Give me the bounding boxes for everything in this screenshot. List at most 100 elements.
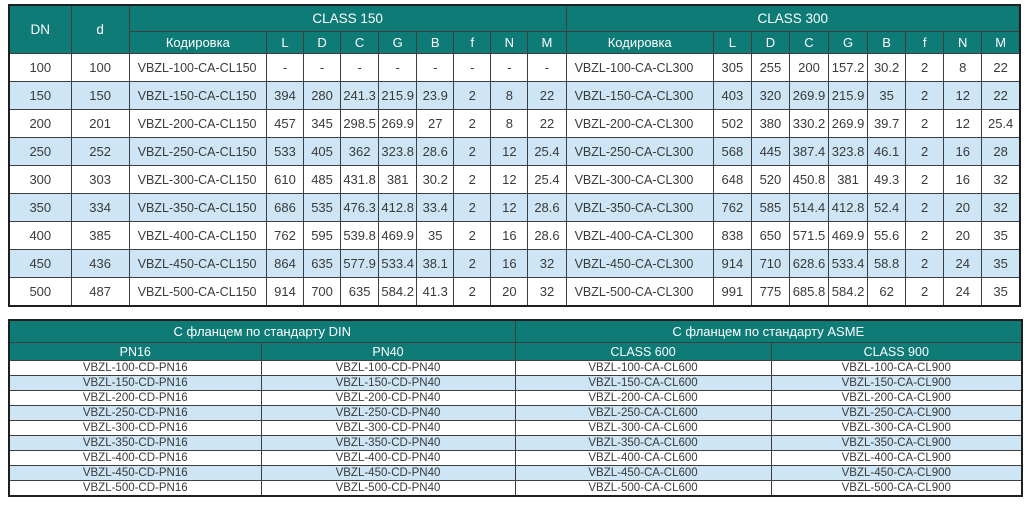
value-cell: 300 bbox=[8, 165, 72, 194]
value-cell: 2 bbox=[905, 137, 945, 166]
value-cell: - bbox=[490, 53, 529, 82]
value-cell: 33.4 bbox=[416, 193, 455, 222]
value-cell: 35 bbox=[981, 277, 1021, 307]
code-cell: VBZL-100-CA-CL300 bbox=[565, 53, 714, 82]
sub-header-code: Кодировка bbox=[128, 31, 267, 54]
value-cell: 62 bbox=[867, 277, 907, 307]
value-cell: 686 bbox=[265, 193, 305, 222]
value-cell: 150 bbox=[70, 81, 130, 110]
value-cell: 387.4 bbox=[788, 137, 830, 166]
flange-code-cell: VBZL-150-CD-PN40 bbox=[260, 375, 516, 391]
value-cell: 30.2 bbox=[867, 53, 907, 82]
value-cell: 520 bbox=[750, 165, 790, 194]
value-cell: 485 bbox=[303, 165, 342, 194]
code-cell: VBZL-250-CA-CL300 bbox=[565, 137, 714, 166]
code-cell: VBZL-250-CA-CL150 bbox=[128, 137, 267, 166]
value-cell: 431.8 bbox=[340, 165, 380, 194]
value-cell: 400 bbox=[8, 221, 72, 250]
value-cell: 2 bbox=[453, 109, 492, 138]
value-cell: 710 bbox=[750, 249, 790, 278]
sub-header-dim: D bbox=[750, 31, 790, 54]
value-cell: 28.6 bbox=[527, 221, 567, 250]
value-cell: 345 bbox=[303, 109, 342, 138]
value-cell: 241.3 bbox=[340, 81, 380, 110]
code-cell: VBZL-350-CA-CL300 bbox=[565, 193, 714, 222]
value-cell: 436 bbox=[70, 249, 130, 278]
value-cell: 362 bbox=[340, 137, 380, 166]
value-cell: 269.9 bbox=[378, 109, 418, 138]
code-cell: VBZL-150-CA-CL300 bbox=[565, 81, 714, 110]
value-cell: 23.9 bbox=[416, 81, 455, 110]
value-cell: 52.4 bbox=[867, 193, 907, 222]
value-cell: 58.8 bbox=[867, 249, 907, 278]
code-cell: VBZL-150-CA-CL150 bbox=[128, 81, 267, 110]
value-cell: - bbox=[416, 53, 455, 82]
flange-code-cell: VBZL-450-CA-CL600 bbox=[514, 465, 772, 481]
value-cell: 16 bbox=[490, 249, 529, 278]
value-cell: 200 bbox=[788, 53, 830, 82]
flange-table-body: VBZL-100-CD-PN16 VBZL-100-CD-PN40 VBZL-100… bbox=[8, 360, 1023, 497]
dim-group-header-row: DN d CLASS 150 CLASS 300 bbox=[8, 4, 1021, 54]
value-cell: 280 bbox=[303, 81, 342, 110]
value-cell: 2 bbox=[453, 193, 492, 222]
value-cell: 200 bbox=[8, 109, 72, 138]
value-cell: 2 bbox=[905, 81, 945, 110]
value-cell: 8 bbox=[490, 81, 529, 110]
col-header-dn: DN bbox=[8, 4, 72, 54]
code-cell: VBZL-450-CA-CL300 bbox=[565, 249, 714, 278]
value-cell: 22 bbox=[981, 81, 1021, 110]
value-cell: 16 bbox=[943, 137, 983, 166]
value-cell: 215.9 bbox=[828, 81, 869, 110]
flange-code-cell: VBZL-250-CA-CL900 bbox=[770, 405, 1023, 421]
code-cell: VBZL-100-CA-CL150 bbox=[128, 53, 267, 82]
group-header-din: С фланцем по стандарту DIN bbox=[8, 319, 516, 343]
flange-code-cell: VBZL-450-CD-PN16 bbox=[8, 465, 262, 481]
value-cell: 12 bbox=[943, 109, 983, 138]
sub-header-dim: C bbox=[788, 31, 830, 54]
value-cell: 648 bbox=[712, 165, 752, 194]
value-cell: - bbox=[378, 53, 418, 82]
value-cell: 298.5 bbox=[340, 109, 380, 138]
value-cell: 49.3 bbox=[867, 165, 907, 194]
flange-code-cell: VBZL-400-CA-CL900 bbox=[770, 450, 1023, 466]
value-cell: 700 bbox=[303, 277, 342, 307]
code-cell: VBZL-300-CA-CL300 bbox=[565, 165, 714, 194]
value-cell: 2 bbox=[453, 137, 492, 166]
value-cell: 539.8 bbox=[340, 221, 380, 250]
value-cell: 762 bbox=[712, 193, 752, 222]
value-cell: 385 bbox=[70, 221, 130, 250]
flange-code-cell: VBZL-250-CD-PN16 bbox=[8, 405, 262, 421]
value-cell: 584.2 bbox=[828, 277, 869, 307]
value-cell: 762 bbox=[265, 221, 305, 250]
flange-code-cell: VBZL-350-CA-CL600 bbox=[514, 435, 772, 451]
value-cell: 269.9 bbox=[828, 109, 869, 138]
flange-code-cell: VBZL-150-CA-CL600 bbox=[514, 375, 772, 391]
flange-table-row: VBZL-350-CD-PN16 VBZL-350-CD-PN40 VBZL-350… bbox=[8, 435, 1023, 451]
value-cell: 584.2 bbox=[378, 277, 418, 307]
dim-table-row: 350 334 VBZL-350-CA-CL150 686 535 476.3 412.8 3… bbox=[8, 193, 1021, 222]
value-cell: 610 bbox=[265, 165, 305, 194]
value-cell: 41.3 bbox=[416, 277, 455, 307]
value-cell: 533.4 bbox=[828, 249, 869, 278]
value-cell: 35 bbox=[867, 81, 907, 110]
value-cell: 405 bbox=[303, 137, 342, 166]
value-cell: 457 bbox=[265, 109, 305, 138]
value-cell: 28.6 bbox=[416, 137, 455, 166]
value-cell: 32 bbox=[981, 165, 1021, 194]
sub-header-dim: f bbox=[453, 31, 492, 54]
value-cell: 380 bbox=[750, 109, 790, 138]
value-cell: 2 bbox=[453, 277, 492, 307]
value-cell: 334 bbox=[70, 193, 130, 222]
flange-col-header: PN16 bbox=[8, 342, 262, 361]
value-cell: 2 bbox=[453, 249, 492, 278]
value-cell: 2 bbox=[453, 221, 492, 250]
value-cell: 350 bbox=[8, 193, 72, 222]
value-cell: 22 bbox=[981, 53, 1021, 82]
value-cell: 100 bbox=[70, 53, 130, 82]
value-cell: 35 bbox=[981, 221, 1021, 250]
value-cell: 2 bbox=[905, 249, 945, 278]
flange-table-row: VBZL-400-CD-PN16 VBZL-400-CD-PN40 VBZL-400… bbox=[8, 450, 1023, 466]
sub-header-code: Кодировка bbox=[565, 31, 714, 54]
sub-header-dim: N bbox=[490, 31, 529, 54]
value-cell: 16 bbox=[943, 165, 983, 194]
